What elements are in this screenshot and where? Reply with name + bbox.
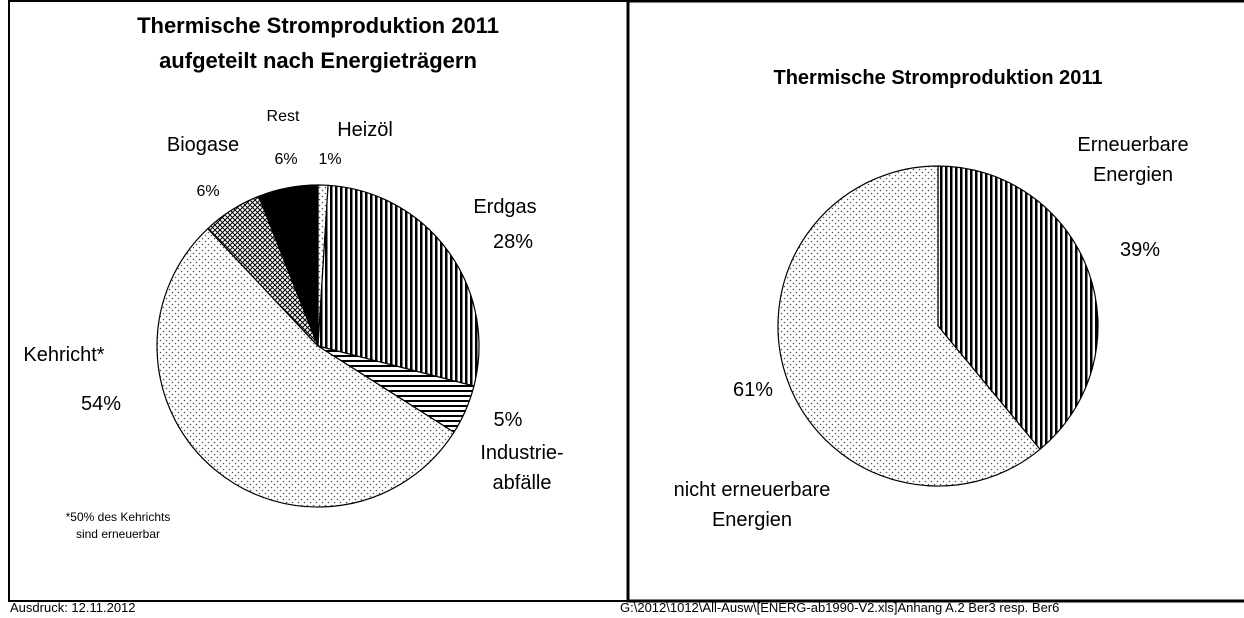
footer-left: Ausdruck: 12.11.2012: [10, 600, 136, 615]
pie-slice: [777, 165, 1041, 487]
value-label: 1%: [318, 151, 341, 168]
value-label: 6%: [274, 151, 297, 168]
slice-label: Kehricht*: [23, 344, 104, 366]
slice-label: Biogase: [167, 134, 239, 156]
chart-title: Thermische Stromproduktion 2011: [774, 67, 1103, 89]
annotation: *50% des Kehrichts sind erneuerbar: [66, 510, 171, 541]
footer-right: G:\2012\1012\All-Ausw\[ENERG-ab1990-V2.x…: [620, 600, 1059, 615]
value-label: 39%: [1120, 239, 1160, 261]
value-label: 6%: [196, 183, 219, 200]
pie-slice: [156, 227, 455, 508]
pie-slice: [317, 184, 480, 387]
right-frame: [626, 0, 1244, 603]
slice-label: Industrie-abfälle: [480, 442, 563, 494]
pie-slice: [257, 184, 319, 347]
value-label: 28%: [493, 231, 533, 253]
value-label: 61%: [733, 379, 773, 401]
chart-title: Thermische Stromproduktion 2011 aufgeteil…: [137, 13, 499, 73]
value-label: 54%: [81, 393, 121, 415]
slice-label: Erdgas: [473, 196, 536, 218]
slice-label: Erneuerbare Energien: [1077, 134, 1188, 186]
slice-label: nicht erneuerbare Energien: [674, 479, 831, 531]
slice-label: Heizöl: [337, 119, 393, 141]
value-label: 5%: [494, 409, 523, 431]
slice-label: Rest: [267, 108, 300, 125]
pie-slice: [937, 165, 1099, 451]
